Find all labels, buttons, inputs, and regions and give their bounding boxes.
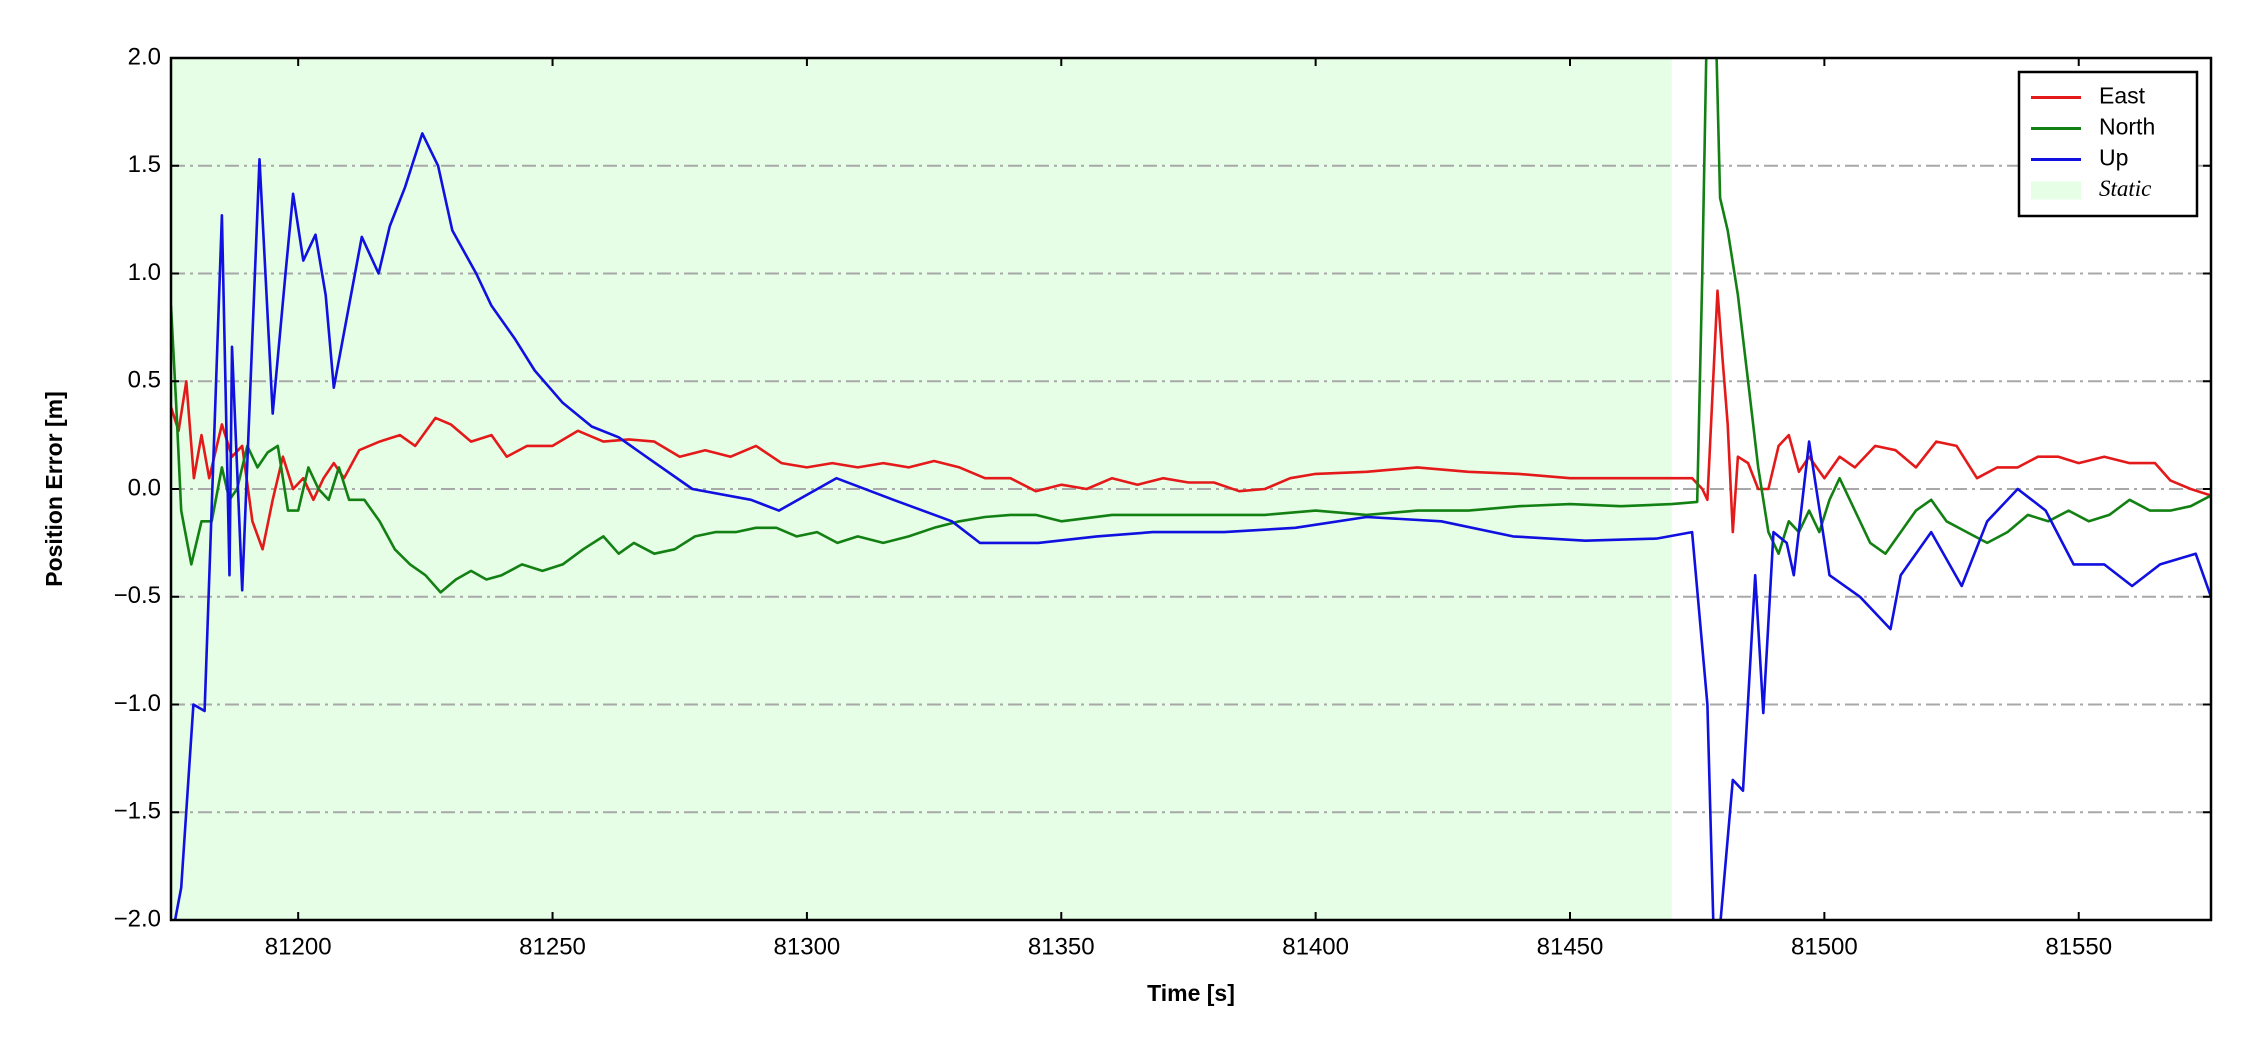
x-tick-label: 81350: [1028, 933, 1095, 960]
x-tick-label: 81450: [1537, 933, 1604, 960]
y-tick-label: 1.5: [128, 151, 161, 178]
ticks: −2.0 −1.5 −1.0 −0.5 0.0 0.5 1.0 1.5 2.0 81200 8125…: [114, 43, 2211, 960]
x-tick-label: 81250: [519, 933, 586, 960]
series-line: [171, 58, 2211, 594]
y-tick-label: −1.5: [114, 798, 161, 825]
series-line: [171, 289, 2211, 551]
legend: East North Up Static: [2017, 70, 2199, 218]
legend-label: East: [2099, 83, 2146, 109]
y-axis-label: Position Error [m]: [41, 391, 67, 587]
x-axis-label: Time [s]: [1147, 980, 1235, 1006]
y-tick-label: 1.0: [128, 259, 161, 286]
y-tick-label: 0.0: [128, 474, 161, 501]
legend-label: North: [2099, 114, 2155, 140]
y-tick-label: −0.5: [114, 582, 161, 609]
x-tick-label: 81550: [2045, 933, 2112, 960]
legend-label: Static: [2099, 176, 2151, 201]
y-tick-label: −2.0: [114, 905, 161, 932]
x-tick-label: 81200: [265, 933, 332, 960]
series-line: [173, 132, 2211, 920]
legend-label: Up: [2099, 145, 2128, 171]
y-tick-label: 0.5: [128, 367, 161, 394]
x-tick-label: 81300: [774, 933, 841, 960]
x-tick-label: 81400: [1282, 933, 1349, 960]
lines: [171, 58, 2211, 920]
x-tick-label: 81500: [1791, 933, 1858, 960]
y-tick-label: 2.0: [128, 43, 161, 70]
y-tick-label: −1.0: [114, 690, 161, 717]
legend-swatch: [2031, 181, 2081, 200]
